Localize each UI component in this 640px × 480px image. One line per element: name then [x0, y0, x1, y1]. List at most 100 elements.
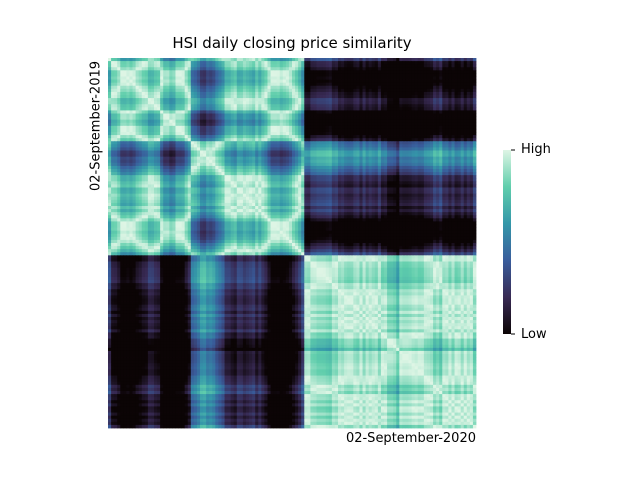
heatmap-cell	[233, 156, 238, 161]
heatmap-cell	[430, 61, 434, 65]
heatmap-cell	[285, 175, 290, 179]
heatmap-cell	[417, 91, 422, 96]
heatmap-cell	[396, 79, 400, 84]
heatmap-cell	[399, 116, 403, 121]
heatmap-cell	[347, 110, 351, 114]
heatmap-cell	[246, 181, 250, 185]
heatmap-cell	[457, 128, 462, 133]
heatmap-cell	[117, 184, 121, 188]
heatmap-cell	[224, 119, 228, 124]
heatmap-cell	[316, 64, 320, 68]
heatmap-cell	[430, 125, 434, 130]
heatmap-cell	[230, 132, 235, 136]
heatmap-cell	[190, 107, 195, 111]
heatmap-cell	[328, 79, 333, 84]
heatmap-cell	[258, 98, 262, 102]
heatmap-cell	[258, 135, 262, 139]
heatmap-cell	[279, 147, 284, 151]
heatmap-cell	[466, 113, 471, 117]
heatmap-cell	[298, 162, 302, 167]
heatmap-cell	[298, 82, 302, 87]
heatmap-cell	[117, 107, 121, 111]
heatmap-cell	[423, 70, 428, 74]
heatmap-cell	[203, 98, 207, 102]
heatmap-cell	[135, 113, 140, 117]
heatmap-cell	[160, 153, 164, 158]
heatmap-cell	[212, 70, 216, 74]
heatmap-cell	[365, 101, 370, 105]
heatmap-cell	[196, 122, 201, 127]
heatmap-cell	[187, 91, 192, 96]
heatmap-cell	[445, 147, 449, 151]
heatmap-cell	[448, 98, 452, 102]
heatmap-cell	[282, 169, 287, 173]
heatmap-cell	[147, 147, 152, 151]
heatmap-cell	[129, 162, 133, 167]
heatmap-cell	[359, 119, 363, 124]
heatmap-cell	[111, 147, 115, 151]
heatmap-cell	[169, 132, 173, 136]
heatmap-cell	[295, 98, 299, 102]
heatmap-cell	[411, 76, 416, 80]
heatmap-cell	[221, 184, 225, 188]
heatmap-cell	[402, 101, 406, 105]
heatmap-cell	[126, 107, 130, 111]
heatmap-cell	[111, 116, 115, 121]
heatmap-cell	[469, 172, 474, 176]
heatmap-cell	[196, 88, 201, 93]
heatmap-cell	[319, 79, 324, 84]
heatmap-cell	[463, 70, 468, 74]
heatmap-cell	[246, 159, 250, 164]
heatmap-cell	[206, 95, 210, 99]
heatmap-cell	[310, 172, 314, 176]
heatmap-cell	[150, 98, 155, 102]
heatmap-cell	[396, 58, 400, 62]
heatmap-cell	[242, 147, 247, 151]
heatmap-cell	[313, 135, 317, 139]
heatmap-cell	[150, 61, 155, 65]
heatmap-cell	[221, 116, 225, 121]
heatmap-cell	[255, 156, 259, 161]
heatmap-cell	[288, 147, 293, 151]
heatmap-cell	[356, 58, 360, 62]
heatmap-cell	[224, 125, 228, 130]
heatmap-cell	[457, 95, 462, 99]
heatmap-cell	[439, 132, 443, 136]
heatmap-cell	[469, 165, 474, 170]
heatmap-cell	[334, 162, 339, 167]
heatmap-cell	[270, 119, 274, 124]
heatmap-cell	[246, 125, 250, 130]
heatmap-cell	[184, 165, 189, 170]
heatmap-cell	[135, 153, 140, 158]
heatmap-cell	[466, 141, 471, 145]
heatmap-cell	[111, 110, 115, 114]
heatmap-cell	[282, 165, 287, 170]
heatmap-cell	[417, 144, 422, 148]
heatmap-cell	[258, 125, 262, 130]
heatmap-cell	[353, 85, 357, 90]
heatmap-cell	[374, 76, 379, 80]
heatmap-cell	[292, 181, 296, 185]
heatmap-cell	[423, 116, 428, 121]
heatmap-cell	[322, 73, 327, 77]
heatmap-cell	[295, 76, 299, 80]
heatmap-cell	[469, 132, 474, 136]
heatmap-cell	[163, 141, 167, 145]
heatmap-cell	[310, 67, 314, 71]
heatmap-cell	[154, 128, 158, 133]
heatmap-cell	[451, 144, 455, 148]
heatmap-cell	[135, 159, 140, 164]
heatmap-cell	[304, 119, 308, 124]
heatmap-cell	[454, 181, 458, 185]
heatmap-cell	[328, 61, 333, 65]
heatmap-cell	[442, 150, 446, 154]
heatmap-cell	[472, 178, 477, 182]
heatmap-cell	[264, 88, 268, 93]
heatmap-cell	[295, 107, 299, 111]
heatmap-cell	[181, 91, 186, 96]
heatmap-cell	[411, 82, 416, 87]
heatmap-cell	[209, 98, 213, 102]
heatmap-cell	[463, 169, 468, 173]
heatmap-cell	[126, 116, 130, 121]
heatmap-cell	[227, 150, 232, 154]
